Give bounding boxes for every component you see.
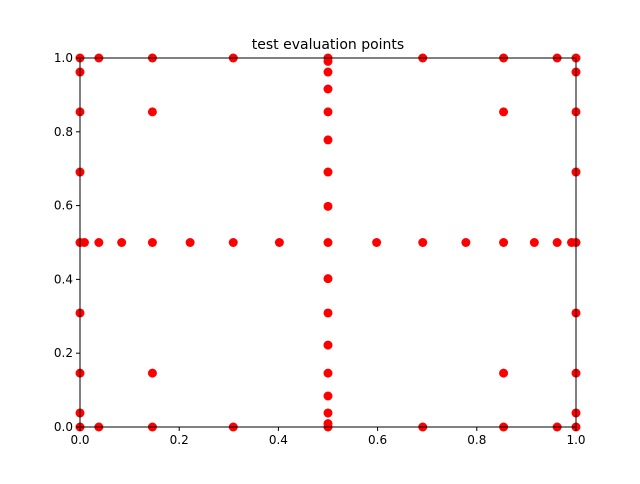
data-point [323,308,333,318]
y-tick-label: 0.6 [54,199,73,213]
data-point [79,238,89,247]
data-point [323,408,333,418]
y-tick-label: 0.2 [54,346,73,360]
data-point [323,107,333,117]
data-point [274,238,284,247]
data-point [372,238,382,247]
data-point [529,238,539,247]
x-tick-label: 0.6 [368,433,387,447]
data-point [499,368,509,378]
data-point [552,238,562,247]
x-tick-label: 0.0 [70,433,89,447]
x-tick-label: 0.4 [269,433,288,447]
data-point [94,238,104,247]
data-point [323,274,333,284]
x-axis-ticks: 0.0 0.2 0.4 0.6 0.8 1.0 [70,427,586,447]
data-point [323,84,333,94]
data-point [147,107,157,117]
data-point [147,368,157,378]
data-points [75,53,581,432]
data-point [323,340,333,350]
data-point [323,368,333,378]
x-tick-label: 1.0 [566,433,585,447]
y-tick-label: 0.4 [54,272,73,286]
data-point [323,391,333,401]
data-point [228,238,238,247]
y-tick-label: 0.8 [54,125,73,139]
axes-frame [79,57,577,428]
x-tick-label: 0.8 [467,433,486,447]
y-axis-ticks: 0.0 0.2 0.4 0.6 0.8 1.0 [54,51,80,434]
data-point [499,107,509,117]
data-point [117,238,127,247]
data-point [323,238,333,247]
data-point [323,67,333,77]
y-tick-label: 0.0 [54,420,73,434]
chart-title: test evaluation points [252,37,404,53]
y-tick-label: 1.0 [54,51,73,65]
data-point [499,238,509,247]
data-point [323,135,333,145]
data-point [147,238,157,247]
data-point [323,201,333,211]
data-point [567,238,577,247]
data-point [185,238,195,247]
data-point [323,167,333,177]
x-tick-label: 0.2 [170,433,189,447]
data-point [418,238,428,247]
data-point [461,238,471,247]
